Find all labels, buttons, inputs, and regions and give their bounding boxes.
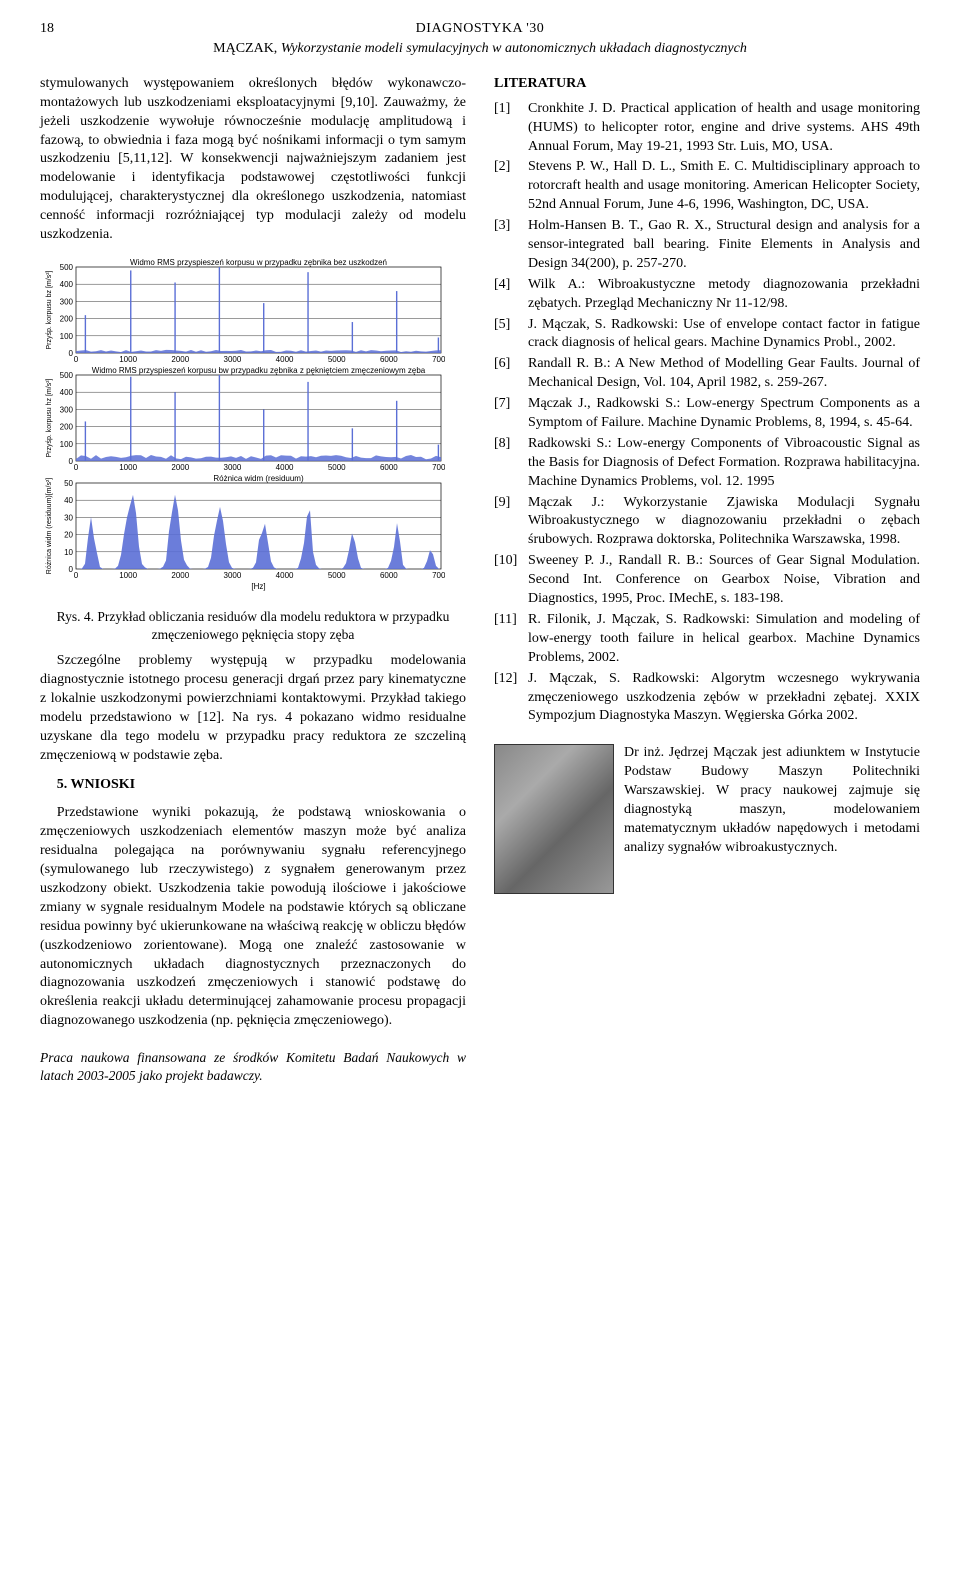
- svg-text:200: 200: [60, 423, 74, 432]
- svg-text:2000: 2000: [171, 571, 189, 580]
- reference-item: [11]R. Filonik, J. Mączak, S. Radkowski:…: [494, 611, 920, 668]
- svg-text:0: 0: [74, 571, 79, 580]
- svg-text:Widmo RMS przyspieszeń korpusu: Widmo RMS przyspieszeń korpusu bw przypa…: [92, 366, 426, 375]
- left-para-1: stymulowanych występowaniem określonych …: [40, 75, 466, 245]
- svg-text:4000: 4000: [276, 571, 294, 580]
- author-bio: Dr inż. Jędrzej Mączak jest adiunktem w …: [494, 744, 920, 894]
- figure-4: Widmo RMS przyspieszeń korpusu w przypad…: [40, 255, 466, 644]
- svg-text:Przyśp. korpusu bz [m/s²]: Przyśp. korpusu bz [m/s²]: [46, 270, 53, 349]
- svg-text:7000: 7000: [432, 463, 445, 472]
- left-para-2: Szczególne problemy występują w przypadk…: [40, 652, 466, 765]
- svg-text:500: 500: [60, 371, 74, 380]
- reference-item: [6]Randall R. B.: A New Method of Modell…: [494, 355, 920, 393]
- svg-text:5000: 5000: [328, 571, 346, 580]
- left-para-3: Przedstawione wyniki pokazują, że podsta…: [40, 804, 466, 1031]
- reference-item: [10]Sweeney P. J., Randall R. B.: Source…: [494, 552, 920, 609]
- left-column: stymulowanych występowaniem określonych …: [40, 75, 466, 1096]
- reference-list: [1]Cronkhite J. D. Practical application…: [494, 100, 920, 727]
- page-number: 18: [40, 20, 54, 39]
- svg-text:10: 10: [64, 548, 73, 557]
- svg-text:5000: 5000: [328, 355, 346, 364]
- section-5-heading: 5. WNIOSKI: [40, 776, 466, 795]
- svg-text:20: 20: [64, 531, 73, 540]
- svg-text:50: 50: [64, 479, 73, 488]
- svg-text:500: 500: [60, 263, 74, 272]
- svg-text:3000: 3000: [224, 571, 242, 580]
- svg-text:Przyśp. korpusu hz [m/s²]: Przyśp. korpusu hz [m/s²]: [46, 378, 53, 457]
- figure-4-svg: Widmo RMS przyspieszeń korpusu w przypad…: [40, 255, 445, 597]
- author-photo: [494, 744, 614, 894]
- svg-text:Widmo RMS przyspieszeń korpusu: Widmo RMS przyspieszeń korpusu w przypad…: [130, 258, 387, 267]
- svg-text:2000: 2000: [171, 463, 189, 472]
- reference-item: [8]Radkowski S.: Low-energy Components o…: [494, 435, 920, 492]
- svg-text:100: 100: [60, 440, 74, 449]
- funding-note: Praca naukowa finansowana ze środków Kom…: [40, 1049, 466, 1085]
- reference-item: [4]Wilk A.: Wibroakustyczne metody diagn…: [494, 276, 920, 314]
- svg-text:300: 300: [60, 297, 74, 306]
- svg-text:30: 30: [64, 513, 73, 522]
- svg-text:200: 200: [60, 315, 74, 324]
- svg-text:Różnica widm (residuum)[m/s²]: Różnica widm (residuum)[m/s²]: [46, 478, 53, 575]
- svg-text:100: 100: [60, 332, 74, 341]
- svg-text:6000: 6000: [380, 355, 398, 364]
- svg-text:4000: 4000: [276, 355, 294, 364]
- svg-text:1000: 1000: [119, 355, 137, 364]
- svg-text:5000: 5000: [328, 463, 346, 472]
- figure-4-caption: Rys. 4. Przykład obliczania residuów dla…: [40, 608, 466, 644]
- svg-text:1000: 1000: [119, 571, 137, 580]
- svg-text:40: 40: [64, 496, 73, 505]
- svg-text:6000: 6000: [380, 571, 398, 580]
- reference-item: [9]Mączak J.: Wykorzystanie Zjawiska Mod…: [494, 494, 920, 551]
- svg-text:Różnica widm (residuum): Różnica widm (residuum): [213, 474, 304, 483]
- two-column-layout: stymulowanych występowaniem określonych …: [40, 75, 920, 1096]
- svg-text:7000: 7000: [432, 571, 445, 580]
- svg-text:6000: 6000: [380, 463, 398, 472]
- journal-name: DIAGNOSTYKA '30: [416, 21, 545, 36]
- svg-text:3000: 3000: [224, 463, 242, 472]
- reference-item: [7]Mączak J., Radkowski S.: Low-energy S…: [494, 395, 920, 433]
- svg-text:[Hz]: [Hz]: [251, 582, 265, 591]
- reference-item: [3]Holm-Hansen B. T., Gao R. X., Structu…: [494, 217, 920, 274]
- svg-text:400: 400: [60, 388, 74, 397]
- svg-text:0: 0: [74, 463, 79, 472]
- reference-item: [5]J. Mączak, S. Radkowski: Use of envel…: [494, 316, 920, 354]
- reference-item: [12]J. Mączak, S. Radkowski: Algorytm wc…: [494, 670, 920, 727]
- svg-text:0: 0: [74, 355, 79, 364]
- reference-item: [2]Stevens P. W., Hall D. L., Smith E. C…: [494, 158, 920, 215]
- svg-text:3000: 3000: [224, 355, 242, 364]
- header-subtitle: MĄCZAK, Wykorzystanie modeli symulacyjny…: [40, 40, 920, 59]
- svg-text:300: 300: [60, 405, 74, 414]
- svg-text:7000: 7000: [432, 355, 445, 364]
- svg-text:400: 400: [60, 280, 74, 289]
- author-bio-text: Dr inż. Jędrzej Mączak jest adiunktem w …: [624, 744, 920, 857]
- svg-text:2000: 2000: [171, 355, 189, 364]
- literature-heading: LITERATURA: [494, 75, 920, 94]
- svg-text:1000: 1000: [119, 463, 137, 472]
- svg-text:4000: 4000: [276, 463, 294, 472]
- reference-item: [1]Cronkhite J. D. Practical application…: [494, 100, 920, 157]
- page-header: 18 DIAGNOSTYKA '30 MĄCZAK, Wykorzystanie…: [40, 20, 920, 59]
- right-column: LITERATURA [1]Cronkhite J. D. Practical …: [494, 75, 920, 1096]
